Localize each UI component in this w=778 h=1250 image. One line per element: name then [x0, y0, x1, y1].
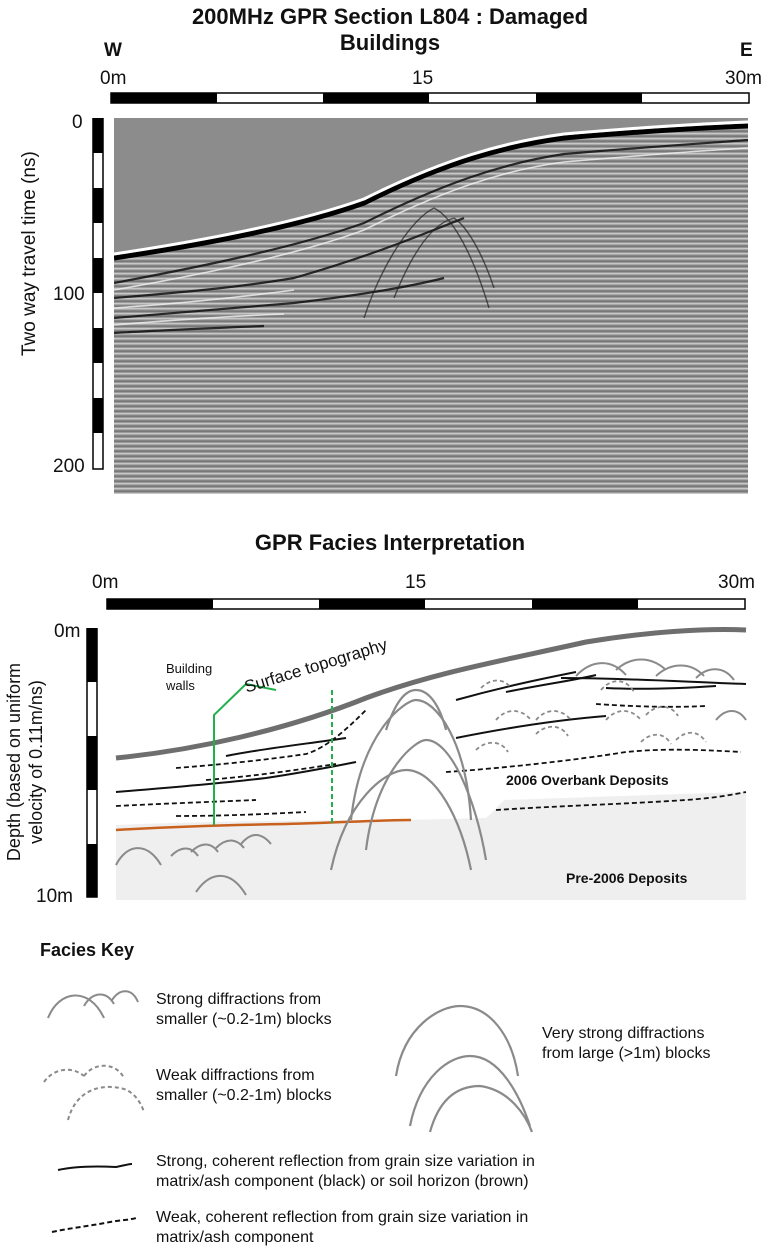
- top-scale-bar: [110, 92, 750, 104]
- weak-diffraction-text: Weak diffractions from smaller (~0.2-1m)…: [156, 1067, 332, 1104]
- facies-interpretation-diagram: [115, 627, 747, 900]
- bottom-y-tick-10: 10m: [36, 886, 73, 907]
- top-y-axis-label: Two way travel time (ns): [19, 151, 40, 356]
- weak-reflection-text: Weak, coherent reflection from grain siz…: [156, 1209, 529, 1246]
- bottom-x-tick-30: 30m: [718, 572, 755, 593]
- weak-reflection-symbol: [51, 1217, 137, 1233]
- bottom-y-tick-0: 0m: [54, 621, 81, 642]
- bottom-depth-scale-bar: [86, 628, 98, 898]
- gpr-radargram: [114, 118, 748, 494]
- top-y-tick-100: 100: [53, 284, 85, 305]
- top-y-tick-200: 200: [53, 456, 85, 477]
- top-x-tick-0: 0m: [100, 68, 127, 89]
- strong-reflection-symbol: [57, 1163, 133, 1171]
- strong-diffraction-text: Strong diffractions from smaller (~0.2-1…: [156, 991, 332, 1028]
- strong-reflection-text: Strong, coherent reflection from grain s…: [156, 1153, 535, 1190]
- top-y-tick-0: 0: [72, 112, 83, 133]
- facies-key-title: Facies Key: [40, 940, 135, 960]
- bottom-x-tick-0: 0m: [92, 572, 119, 593]
- very-strong-diffraction-symbol: [394, 1004, 534, 1133]
- very-strong-diffraction-text: Very strong diffractions from large (>1m…: [542, 1025, 711, 1062]
- building-walls-label: Building walls: [166, 661, 213, 693]
- bottom-scale-bar: [106, 598, 746, 610]
- surface-topography-line: [115, 627, 747, 761]
- bottom-y-axis-label: Depth (based on uniform velocity of 0.11…: [4, 662, 46, 862]
- interpretation-title: GPR Facies Interpretation: [254, 530, 526, 555]
- weak-diffraction-symbol: [43, 1064, 145, 1121]
- strong-diffraction-symbol: [47, 990, 139, 1019]
- soil-horizon-line: [115, 818, 412, 832]
- top-depth-scale-bar: [92, 118, 104, 470]
- top-x-tick-15: 15: [412, 68, 434, 89]
- radar-title: 200MHz GPR Section L804 : Damaged Buildi…: [191, 4, 589, 55]
- east-label: E: [740, 40, 753, 61]
- pre2006-deposits-label: Pre-2006 Deposits: [566, 870, 688, 886]
- west-label: W: [104, 40, 122, 61]
- pre2006-area: [116, 792, 746, 900]
- bottom-x-tick-15: 15: [405, 572, 427, 593]
- top-x-tick-30: 30m: [725, 68, 762, 89]
- overbank-deposits-label: 2006 Overbank Deposits: [506, 772, 669, 788]
